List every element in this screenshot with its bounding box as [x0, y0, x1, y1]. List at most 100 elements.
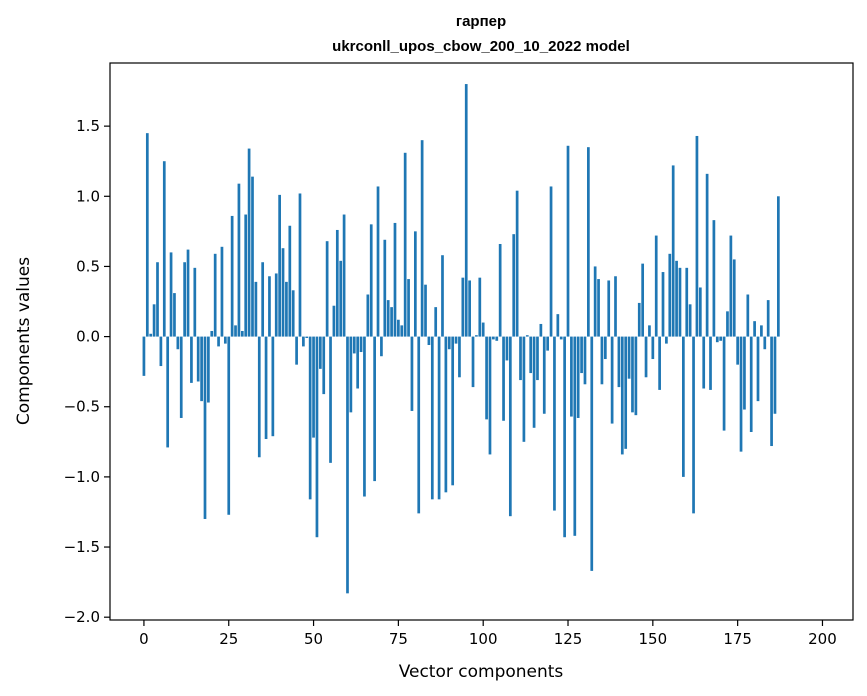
bar	[223, 336, 227, 344]
bar	[162, 161, 166, 337]
bar	[420, 140, 424, 337]
bar	[383, 239, 387, 337]
bar	[685, 267, 689, 337]
bar	[553, 336, 556, 511]
bar	[566, 145, 570, 337]
x-axis: 0 25 50 75 100 125 150 175 200	[139, 620, 837, 648]
bar	[159, 336, 163, 367]
bar	[454, 336, 458, 344]
bar	[240, 330, 244, 337]
bar	[203, 336, 207, 519]
bar	[583, 336, 587, 385]
bar	[675, 260, 678, 337]
bar	[692, 336, 695, 514]
bar	[678, 267, 682, 337]
bar	[736, 336, 739, 365]
bar	[580, 336, 583, 374]
y-tick-label: 1.0	[76, 187, 100, 205]
bar	[559, 336, 563, 340]
bar	[658, 336, 661, 390]
bar	[573, 336, 577, 536]
x-tick-label: 75	[389, 630, 408, 648]
bar	[234, 325, 237, 337]
bar	[766, 300, 770, 337]
bar	[753, 321, 756, 337]
bar	[749, 336, 753, 432]
bar	[641, 263, 645, 337]
x-tick-label: 200	[808, 630, 837, 648]
bar	[563, 336, 566, 538]
bar	[207, 336, 210, 403]
y-tick-label: 0.5	[76, 257, 100, 275]
bar	[339, 260, 343, 337]
bar	[322, 336, 326, 395]
bar	[763, 336, 767, 350]
bar	[542, 336, 546, 414]
bar	[332, 305, 336, 337]
bar	[145, 133, 149, 337]
bar	[312, 336, 315, 438]
bar	[722, 336, 726, 431]
bar	[498, 243, 502, 337]
bar	[281, 248, 285, 337]
bar	[648, 325, 651, 337]
y-tick-label: −1.5	[64, 538, 100, 556]
bar	[366, 294, 370, 337]
bar	[709, 336, 712, 390]
bar	[525, 335, 529, 337]
bar	[274, 273, 278, 337]
bar	[427, 336, 431, 346]
bar	[536, 336, 539, 381]
bar	[512, 234, 516, 337]
bar	[732, 259, 736, 337]
bar	[179, 336, 183, 418]
bar	[614, 276, 617, 337]
bar	[688, 304, 692, 337]
plot-frame	[109, 62, 854, 621]
bar	[257, 336, 261, 458]
bar	[410, 336, 414, 411]
bar	[271, 336, 275, 437]
bar	[380, 336, 383, 357]
bar	[610, 336, 614, 424]
y-tick-label: −0.5	[64, 398, 100, 416]
bar	[285, 281, 288, 337]
bar	[441, 255, 444, 337]
bar	[661, 272, 665, 337]
bar	[302, 336, 305, 347]
bar	[756, 336, 760, 402]
bar	[247, 148, 251, 337]
bar	[451, 336, 455, 486]
x-tick-label: 50	[304, 630, 323, 648]
bar	[403, 152, 407, 337]
bars-group	[142, 84, 780, 594]
x-tick-label: 150	[639, 630, 668, 648]
bar	[325, 241, 329, 337]
bar	[430, 336, 434, 500]
bar	[278, 194, 281, 337]
bar	[254, 281, 258, 337]
bar	[603, 336, 607, 360]
bar	[213, 253, 217, 337]
bar	[654, 235, 658, 337]
bar	[149, 333, 153, 337]
bar	[682, 336, 685, 477]
bar	[315, 336, 319, 538]
bar	[671, 165, 675, 337]
bar	[495, 336, 499, 341]
bar	[156, 262, 159, 337]
bar	[698, 287, 702, 337]
bar	[176, 336, 180, 350]
x-tick-label: 125	[554, 630, 583, 648]
bar	[519, 336, 522, 381]
x-axis-label: Vector components	[399, 662, 564, 682]
bar	[627, 336, 631, 379]
bar	[549, 186, 553, 337]
bar	[607, 280, 611, 337]
bar	[291, 290, 295, 337]
bar	[244, 214, 248, 337]
y-tick-label: −2.0	[64, 608, 100, 626]
bar	[773, 336, 777, 414]
bar	[437, 336, 441, 500]
